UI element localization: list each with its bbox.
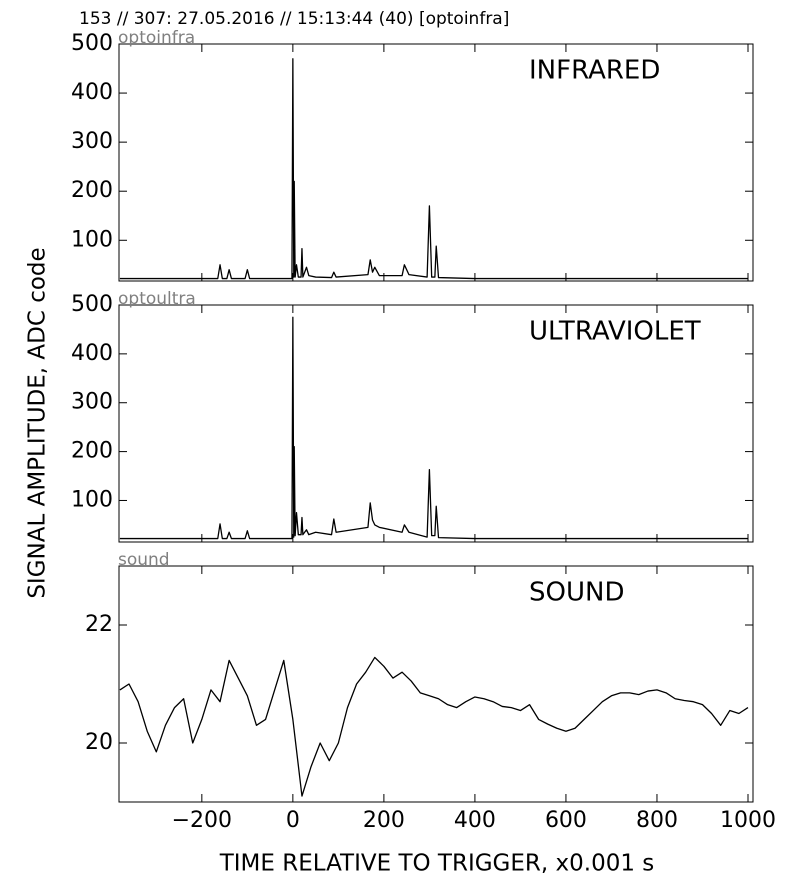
data-line (119, 58, 748, 280)
panel-label: sound (118, 550, 170, 570)
y-tick-label: 300 (71, 129, 113, 154)
y-tick-label: 400 (71, 341, 113, 366)
plot-frame (118, 565, 754, 803)
y-tick-label: 20 (85, 730, 113, 755)
x-tick-label: 1000 (720, 808, 776, 833)
x-axis-label: TIME RELATIVE TO TRIGGER, x0.001 s (219, 851, 655, 877)
data-line (119, 656, 749, 797)
y-tick-label: 500 (71, 31, 113, 56)
y-tick-label: 22 (85, 612, 113, 637)
x-tick-label: 400 (454, 808, 496, 833)
chart-title: 153 // 307: 27.05.2016 // 15:13:44 (40) … (79, 9, 509, 29)
panel-label: optoultra (118, 289, 196, 309)
y-tick-label: 200 (71, 439, 113, 464)
panel-annotation: ULTRAVIOLET (529, 317, 701, 347)
x-tick-label: 200 (363, 808, 405, 833)
plot-frame (118, 43, 754, 282)
panel-label: optoinfra (118, 28, 195, 48)
y-tick-label: 200 (71, 178, 113, 203)
y-axis-label: SIGNAL AMPLITUDE, ADC code (25, 247, 51, 598)
data-line (119, 316, 748, 540)
y-tick-label: 500 (71, 292, 113, 317)
plot-frame (118, 304, 754, 543)
panel-annotation: SOUND (529, 578, 624, 608)
x-tick-label: −200 (172, 808, 232, 833)
x-tick-label: 600 (545, 808, 587, 833)
x-tick-label: 800 (636, 808, 678, 833)
x-tick-label: 0 (286, 808, 300, 833)
y-tick-label: 300 (71, 390, 113, 415)
panel-annotation: INFRARED (529, 56, 660, 86)
y-tick-label: 100 (71, 227, 113, 252)
y-tick-label: 400 (71, 80, 113, 105)
y-tick-label: 100 (71, 487, 113, 512)
